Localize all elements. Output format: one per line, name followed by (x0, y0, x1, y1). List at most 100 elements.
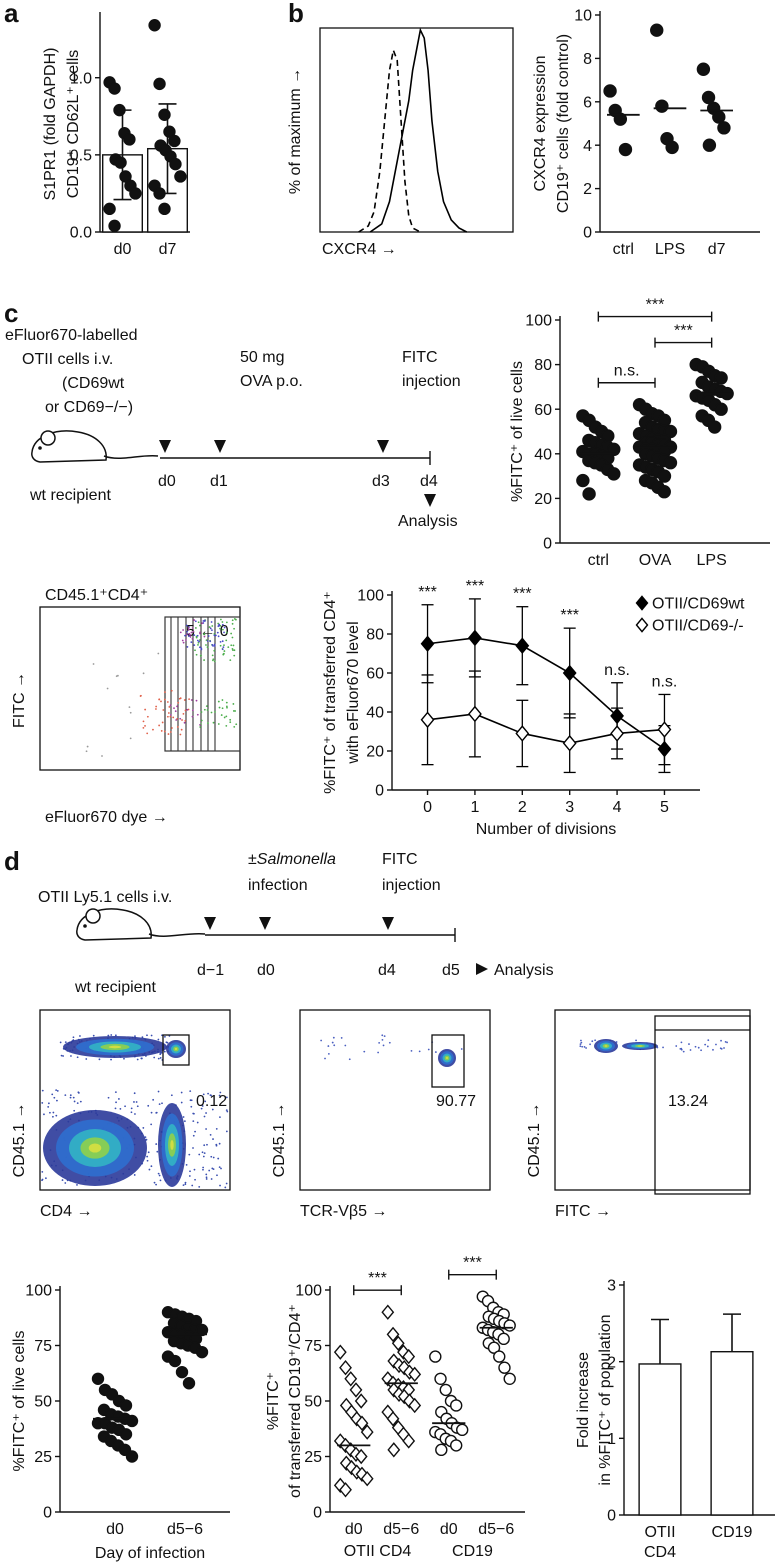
y-tick-label: 0 (607, 1508, 616, 1525)
event-dot (124, 1105, 126, 1108)
event-dot (205, 1176, 208, 1179)
event-dot (170, 1094, 173, 1097)
marker (456, 1423, 469, 1437)
event-dot (129, 711, 132, 714)
event-dot (198, 1153, 201, 1156)
marker (562, 664, 577, 682)
y-tick-label: 80 (534, 357, 552, 374)
x-tick-sublabel: CD4 (644, 1544, 676, 1561)
event-dot (205, 1112, 207, 1114)
y-axis-label: with eFluor670 level (345, 621, 362, 764)
timeline-text: FITC (402, 349, 438, 366)
event-dot (222, 652, 225, 655)
marker (503, 1372, 516, 1386)
event-dot (182, 712, 185, 715)
marker (108, 219, 121, 233)
event-dot (213, 645, 216, 647)
event-dot (146, 1155, 149, 1158)
event-dot (85, 750, 88, 753)
marker (355, 1415, 369, 1431)
event-dot (167, 712, 170, 714)
event-dot (388, 1041, 391, 1044)
event-dot (79, 1100, 82, 1103)
event-dot (195, 653, 198, 656)
marker (119, 170, 132, 183)
timeline-day: d4 (378, 962, 396, 979)
event-dot (190, 699, 193, 701)
marker (386, 1411, 400, 1427)
event-dot (157, 652, 160, 655)
gate-label: 5 ← 0 (186, 623, 229, 640)
event-dot (85, 1058, 88, 1060)
marker (562, 734, 577, 752)
event-dot (114, 1091, 117, 1094)
event-dot (199, 723, 201, 726)
event-dot (41, 1178, 44, 1181)
event-dot (700, 1049, 702, 1052)
panel-label: d (4, 846, 20, 876)
event-dot (216, 1174, 218, 1177)
event-dot (196, 634, 199, 637)
event-dot (591, 1040, 594, 1043)
x-tick-label: 5 (660, 799, 669, 816)
annotation: n.s. (604, 662, 630, 679)
y-tick-label: 10 (574, 8, 592, 25)
marker (420, 635, 435, 653)
x-tick-label: d7 (159, 241, 177, 258)
event-dot (49, 1111, 51, 1114)
event-dot (225, 701, 228, 704)
event-dot (231, 647, 234, 650)
bar (710, 1350, 754, 1516)
marker (350, 1411, 364, 1427)
event-dot (188, 1175, 191, 1177)
x-tick-label: d5−6 (383, 1521, 419, 1538)
marker (153, 77, 166, 91)
y-tick-label: 100 (25, 1283, 52, 1300)
marker (168, 1354, 182, 1368)
event-dot (720, 1039, 722, 1042)
timeline-text: (CD69wt (62, 375, 125, 392)
x-tick-label: d5−6 (167, 1521, 203, 1538)
event-dot (230, 632, 233, 635)
event-dot (320, 1039, 323, 1042)
event-dot (231, 636, 234, 639)
legend-marker (635, 595, 649, 611)
timeline-arrow (382, 917, 394, 930)
event-dot (184, 634, 186, 637)
event-dot (194, 627, 197, 629)
marker (515, 725, 530, 742)
marker (434, 1372, 447, 1386)
marker (650, 23, 664, 37)
event-dot (219, 1091, 222, 1094)
event-dot (225, 621, 228, 624)
timeline-d: OTII Ly5.1 cells i.v. ±Salmonella infect… (38, 851, 554, 996)
event-dot (150, 1123, 153, 1126)
event-dot (185, 1163, 188, 1166)
significance-label: *** (674, 323, 693, 340)
group-label: CD19 (452, 1543, 493, 1560)
marker (712, 110, 726, 124)
event-dot (69, 1096, 72, 1099)
timeline-text: wt recipient (29, 487, 111, 504)
event-dot (211, 654, 214, 657)
timeline-arrow (259, 917, 271, 930)
event-dot (146, 715, 149, 718)
event-dot (73, 1109, 76, 1112)
significance-label: *** (368, 1270, 387, 1287)
annotation: *** (513, 586, 532, 603)
event-dot (225, 705, 228, 708)
event-dot (219, 641, 222, 643)
event-dot (159, 1179, 162, 1182)
mouse-icon (31, 430, 159, 463)
event-dot (193, 1168, 196, 1171)
y-tick-label: 75 (34, 1338, 52, 1355)
event-dot (187, 626, 190, 629)
event-dot (163, 730, 166, 733)
timeline-day: d−1 (197, 962, 224, 979)
marker (119, 1399, 133, 1412)
event-dot (580, 1039, 582, 1042)
event-dot (41, 1171, 44, 1173)
marker (354, 1393, 368, 1409)
marker (360, 1471, 374, 1487)
event-dot (198, 1185, 201, 1188)
